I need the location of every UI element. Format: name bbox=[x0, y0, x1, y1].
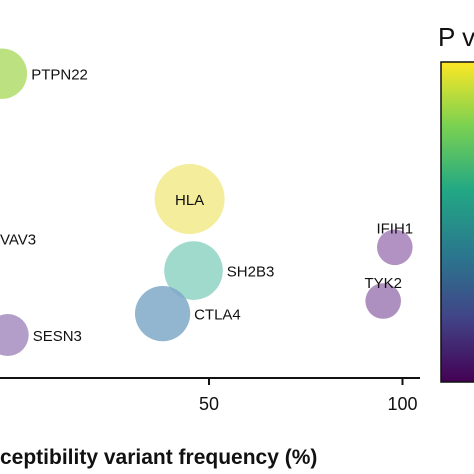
bubble-ifih1 bbox=[377, 229, 413, 266]
bubble-label-sesn3: SESN3 bbox=[33, 328, 82, 345]
bubble-sh2b3 bbox=[164, 241, 223, 300]
bubble-hla bbox=[154, 164, 225, 234]
bubble-label-hla: HLA bbox=[175, 192, 204, 209]
bubble-label-ifih1: IFIH1 bbox=[376, 220, 413, 237]
x-tick-label: 100 bbox=[387, 394, 417, 414]
x-tick-label: 50 bbox=[199, 394, 219, 414]
colorbar: P v bbox=[438, 22, 474, 383]
bubble-label-tyk2: TYK2 bbox=[364, 275, 402, 292]
x-axis-ticks: 50 100 bbox=[199, 378, 418, 414]
bubble-sesn3 bbox=[0, 314, 29, 356]
colorbar-gradient bbox=[440, 61, 474, 383]
bubble-label-sh2b3: SH2B3 bbox=[227, 264, 275, 281]
bubble-ctla4 bbox=[135, 286, 191, 342]
plot-area: PTPN22 HLA SH2B3 CTLA4 SESN3 IFIH1 TYK2 VAV3 bbox=[0, 48, 413, 356]
bubble-label-ptpn22: PTPN22 bbox=[31, 67, 88, 84]
bubble-tyk2 bbox=[365, 283, 402, 319]
colorbar-title: P v bbox=[438, 22, 474, 52]
x-axis-label: ceptibility variant frequency (%) bbox=[0, 446, 317, 469]
bubble-ptpn22 bbox=[0, 48, 28, 99]
bubble-label-ctla4: CTLA4 bbox=[194, 307, 241, 324]
bubble-label-vav3: VAV3 bbox=[0, 231, 36, 248]
